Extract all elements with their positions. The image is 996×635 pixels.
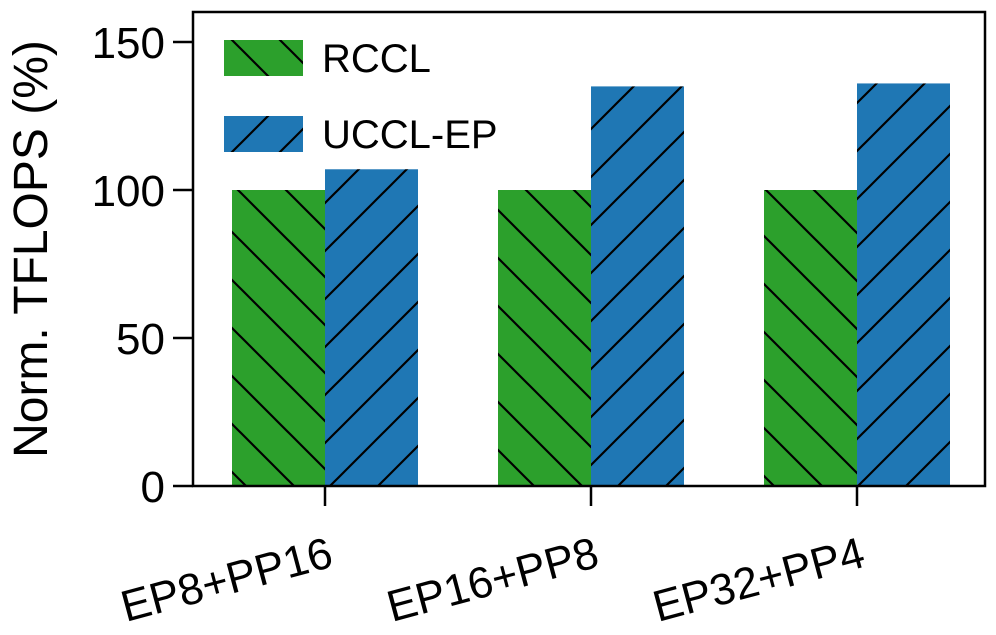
bar-uccl-ep-3 [857,83,950,486]
bar-hatch [232,190,325,486]
bar-uccl-ep-2 [591,86,684,487]
y-axis: 0 50 100 150 [92,19,193,512]
bar-hatch [325,169,418,486]
bar-hatch [764,190,857,486]
legend-swatch-hatch [224,40,303,76]
y-tick-label: 150 [92,19,165,68]
bars-layer [232,83,950,487]
bar-hatch [857,83,950,486]
legend-item-uccl-ep: UCCL-EP [224,113,498,157]
bar-hatch [591,86,684,487]
legend: RCCL UCCL-EP [224,37,498,157]
legend-label: UCCL-EP [322,113,498,157]
x-tick-label: EP32+PP4 [648,528,870,631]
bar-hatch [498,190,591,486]
y-tick-label: 100 [92,167,165,216]
bar-rccl-2 [498,190,591,486]
legend-item-rccl: RCCL [224,37,431,81]
legend-swatch-hatch [224,116,303,152]
legend-label: RCCL [322,37,431,81]
y-tick-label: 50 [116,315,165,364]
bar-uccl-ep-1 [325,169,418,486]
y-tick-label: 0 [141,463,165,512]
bar-rccl-3 [764,190,857,486]
plot-frame [191,10,987,488]
x-tick-label: EP16+PP8 [382,528,604,631]
bar-rccl-1 [232,190,325,486]
y-axis-title: Norm. TFLOPS (%) [5,40,58,458]
x-axis: EP8+PP16 EP16+PP8 EP32+PP4 [116,486,870,632]
x-tick-label: EP8+PP16 [116,528,338,631]
